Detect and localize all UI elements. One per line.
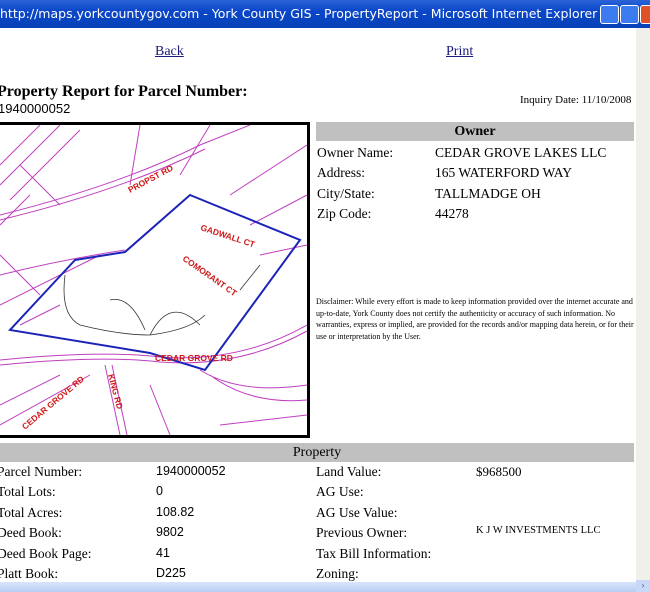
property-label: AG Use: xyxy=(316,484,364,500)
property-label: Previous Owner: xyxy=(316,525,408,541)
owner-label: Zip Code: xyxy=(317,205,372,221)
parcel-number: 1940000052 xyxy=(0,101,71,116)
owner-value: CEDAR GROVE LAKES LLC xyxy=(435,145,607,160)
map-label: GADWALL CT xyxy=(199,222,257,249)
print-link[interactable]: Print xyxy=(446,44,474,59)
property-header: Property xyxy=(0,443,634,462)
property-label: Parcel Number: xyxy=(0,464,83,479)
property-label: Total Acres: xyxy=(0,504,63,520)
map-label: COMORANT CT xyxy=(181,253,240,298)
vertical-scrollbar[interactable] xyxy=(636,28,650,582)
property-value: K J W INVESTMENTS LLC xyxy=(476,525,601,537)
minimize-icon[interactable] xyxy=(600,5,619,24)
property-label: Zoning: xyxy=(316,566,359,581)
parcel-boundary xyxy=(7,193,302,372)
property-label: Platt Book: xyxy=(0,566,59,581)
property-label: AG Use Value: xyxy=(316,504,398,520)
property-label: Total Lots: xyxy=(0,484,56,500)
property-value: D225 xyxy=(156,566,186,580)
scroll-right-icon[interactable]: › xyxy=(636,580,650,592)
property-value: 41 xyxy=(156,545,170,560)
map-label: KING RD xyxy=(106,373,125,410)
owner-label: Owner Name: xyxy=(317,145,394,160)
owner-label: City/State: xyxy=(317,185,375,201)
property-label: Deed Book: xyxy=(0,525,62,541)
property-label: Land Value: xyxy=(316,464,382,479)
disclaimer: Disclaimer: While every effort is made t… xyxy=(316,297,634,341)
property-value: 1940000052 xyxy=(156,464,226,478)
inquiry-date: Inquiry Date: 11/10/2008 xyxy=(520,94,632,106)
owner-value: 165 WATERFORD WAY xyxy=(435,165,573,181)
maximize-icon[interactable] xyxy=(620,5,639,24)
property-value: 9802 xyxy=(156,525,184,540)
property-label: Tax Bill Information: xyxy=(316,545,432,561)
property-value: $968500 xyxy=(476,464,522,479)
property-value: 0 xyxy=(156,484,163,499)
owner-value: TALLMADGE OH xyxy=(435,185,541,201)
window-title: http://maps.yorkcountygov.com - York Cou… xyxy=(0,6,598,21)
page-title: Property Report for Parcel Number: xyxy=(0,83,248,100)
owner-label: Address: xyxy=(317,165,365,181)
window-title-bar: http://maps.yorkcountygov.com - York Cou… xyxy=(0,0,650,28)
horizontal-scrollbar[interactable] xyxy=(0,582,636,592)
back-link[interactable]: Back xyxy=(155,44,184,59)
map-label: CEDAR GROVE RD xyxy=(155,353,233,363)
owner-header: Owner xyxy=(316,122,634,141)
property-value: 108.82 xyxy=(156,504,195,519)
property-label: Deed Book Page: xyxy=(0,545,92,561)
close-icon[interactable] xyxy=(640,5,650,24)
parcel-lines xyxy=(0,125,307,435)
parcel-map: PROPST RD GADWALL CT COMORANT CT CEDAR G… xyxy=(0,122,310,438)
map-label: CEDAR GROVE RD xyxy=(20,374,86,432)
owner-value: 44278 xyxy=(435,205,469,221)
map-graphic: PROPST RD GADWALL CT COMORANT CT CEDAR G… xyxy=(0,125,307,435)
